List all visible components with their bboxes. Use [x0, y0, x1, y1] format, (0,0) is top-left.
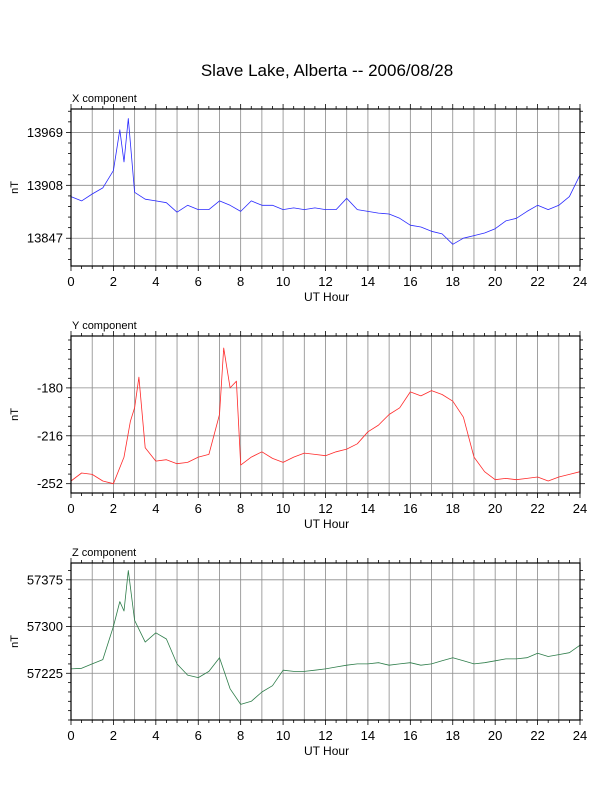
z-y-tick-label: 57225: [27, 666, 63, 681]
x-x-tick-label: 12: [318, 274, 332, 289]
y-y-tick-label: -252: [37, 476, 63, 491]
x-x-tick-label: 24: [573, 274, 587, 289]
x-x-tick-label: 16: [403, 274, 417, 289]
x-x-tick-label: 8: [237, 274, 244, 289]
x-x-tick-label: 4: [152, 274, 159, 289]
x-x-tick-label: 2: [110, 274, 117, 289]
z-x-tick-label: 16: [403, 728, 417, 743]
z-data-line: [70, 570, 581, 705]
z-x-tick-label: 0: [67, 728, 74, 743]
y-x-tick-label: 4: [152, 501, 159, 516]
z-y-tick-label: 57300: [27, 619, 63, 634]
x-x-tick-label: 10: [276, 274, 290, 289]
z-x-tick-label: 22: [530, 728, 544, 743]
x-panel-label: X component: [72, 93, 137, 105]
x-x-tick-label: 22: [530, 274, 544, 289]
z-y-tick-label: 57375: [27, 572, 63, 587]
z-x-tick-label: 2: [110, 728, 117, 743]
y-x-axis-title: UT Hour: [304, 517, 349, 531]
z-panel-label: Z component: [72, 547, 136, 559]
z-x-tick-label: 14: [361, 728, 375, 743]
z-x-tick-label: 12: [318, 728, 332, 743]
y-x-tick-label: 10: [276, 501, 290, 516]
z-y-axis-title: nT: [9, 635, 21, 648]
x-plot-frame: [70, 108, 581, 267]
z-x-tick-label: 8: [237, 728, 244, 743]
x-x-tick-label: 0: [67, 274, 74, 289]
x-x-tick-label: 14: [361, 274, 375, 289]
y-x-tick-label: 14: [361, 501, 375, 516]
y-x-tick-label: 16: [403, 501, 417, 516]
z-x-tick-label: 20: [488, 728, 502, 743]
y-y-tick-label: -216: [37, 428, 63, 443]
x-x-tick-label: 18: [446, 274, 460, 289]
z-plot-frame: [70, 562, 581, 721]
x-x-axis-title: UT Hour: [304, 290, 349, 304]
y-plot-frame: [70, 335, 581, 494]
figure-title: Slave Lake, Alberta -- 2006/08/28: [201, 61, 453, 80]
z-x-tick-label: 4: [152, 728, 159, 743]
x-y-tick-label: 13847: [27, 231, 63, 246]
x-y-axis-title: nT: [9, 181, 21, 194]
y-data-line: [70, 347, 581, 485]
y-x-tick-label: 22: [530, 501, 544, 516]
y-x-tick-label: 24: [573, 501, 587, 516]
y-x-tick-label: 6: [195, 501, 202, 516]
x-x-tick-label: 6: [195, 274, 202, 289]
z-x-tick-label: 24: [573, 728, 587, 743]
y-x-tick-label: 8: [237, 501, 244, 516]
y-x-tick-label: 20: [488, 501, 502, 516]
x-x-tick-label: 20: [488, 274, 502, 289]
x-data-line: [70, 118, 581, 245]
y-x-tick-label: 0: [67, 501, 74, 516]
y-x-tick-label: 18: [446, 501, 460, 516]
y-x-tick-label: 2: [110, 501, 117, 516]
y-y-axis-title: nT: [9, 408, 21, 421]
z-x-tick-label: 10: [276, 728, 290, 743]
y-panel-label: Y component: [72, 320, 137, 332]
z-x-tick-label: 18: [446, 728, 460, 743]
z-x-tick-label: 6: [195, 728, 202, 743]
y-x-tick-label: 12: [318, 501, 332, 516]
y-y-tick-label: -180: [37, 380, 63, 395]
x-y-tick-label: 13969: [27, 125, 63, 140]
z-x-axis-title: UT Hour: [304, 744, 349, 758]
x-y-tick-label: 13908: [27, 178, 63, 193]
